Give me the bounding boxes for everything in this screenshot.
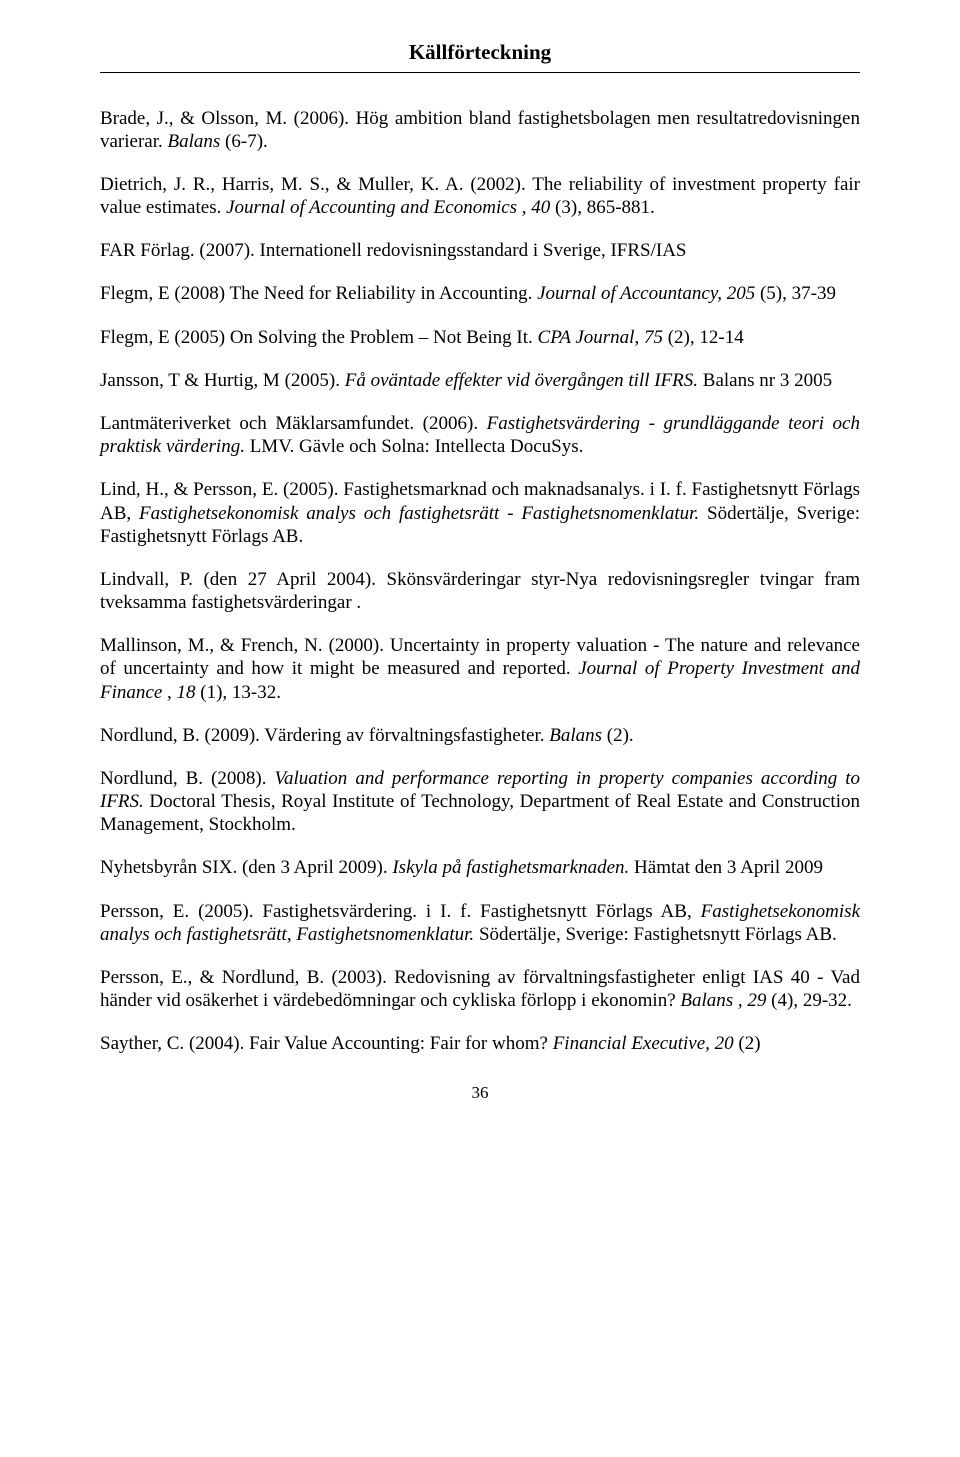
reference-entry: Nordlund, B. (2009). Värdering av förval… xyxy=(100,724,860,747)
reference-text: Financial Executive, 20 xyxy=(553,1033,739,1054)
reference-text: Lantmäteriverket och Mäklarsamfundet. (2… xyxy=(100,413,487,434)
reference-text: Södertälje, Sverige: Fastighetsnytt Förl… xyxy=(479,924,837,945)
reference-text: Sayther, C. (2004). Fair Value Accountin… xyxy=(100,1033,553,1054)
reference-text: Balans xyxy=(549,725,607,746)
reference-text: Jansson, T & Hurtig, M (2005). xyxy=(100,370,345,391)
reference-text: Journal of Accountancy, 205 xyxy=(537,283,760,304)
reference-text: Balans xyxy=(168,131,226,152)
reference-text: (3), 865-881. xyxy=(555,197,655,218)
reference-text: Nyhetsbyrån SIX. (den 3 April 2009). xyxy=(100,857,392,878)
reference-text: Journal of Accounting and Economics , 40 xyxy=(226,197,555,218)
reference-entry: Flegm, E (2005) On Solving the Problem –… xyxy=(100,326,860,349)
reference-text: (6-7). xyxy=(225,131,268,152)
reference-text: FAR Förlag. (2007). Internationell redov… xyxy=(100,240,686,261)
reference-entry: Nordlund, B. (2008). Valuation and perfo… xyxy=(100,767,860,837)
reference-text: Balans nr 3 2005 xyxy=(703,370,832,391)
page-number: 36 xyxy=(100,1083,860,1104)
reference-text: Persson, E. (2005). Fastighetsvärdering.… xyxy=(100,901,701,922)
reference-text: Få oväntade effekter vid övergången till… xyxy=(345,370,703,391)
reference-text: Lindvall, P. (den 27 April 2004). Skönsv… xyxy=(100,569,860,613)
page-container: Källförteckning Brade, J., & Olsson, M. … xyxy=(0,0,960,1144)
reference-entry: Flegm, E (2008) The Need for Reliability… xyxy=(100,282,860,305)
reference-entry: Lantmäteriverket och Mäklarsamfundet. (2… xyxy=(100,412,860,458)
reference-entry: Dietrich, J. R., Harris, M. S., & Muller… xyxy=(100,173,860,219)
reference-text: Iskyla på fastighetsmarknaden. xyxy=(392,857,634,878)
reference-entry: Jansson, T & Hurtig, M (2005). Få ovänta… xyxy=(100,369,860,392)
reference-text: LMV. Gävle och Solna: Intellecta DocuSys… xyxy=(250,436,584,457)
reference-text: (2), 12-14 xyxy=(668,327,744,348)
reference-text: Flegm, E (2008) The Need for Reliability… xyxy=(100,283,537,304)
reference-text: (2) xyxy=(738,1033,760,1054)
reference-text: CPA Journal, 75 xyxy=(538,327,668,348)
reference-text: Nordlund, B. (2008). xyxy=(100,768,274,789)
reference-text: (2). xyxy=(607,725,634,746)
reference-text: Balans , 29 xyxy=(680,990,771,1011)
reference-entry: Persson, E. (2005). Fastighetsvärdering.… xyxy=(100,900,860,946)
reference-list: Brade, J., & Olsson, M. (2006). Hög ambi… xyxy=(100,107,860,1056)
reference-entry: FAR Förlag. (2007). Internationell redov… xyxy=(100,239,860,262)
reference-text: (4), 29-32. xyxy=(771,990,852,1011)
reference-entry: Lindvall, P. (den 27 April 2004). Skönsv… xyxy=(100,568,860,614)
reference-text: Nordlund, B. (2009). Värdering av förval… xyxy=(100,725,549,746)
reference-entry: Mallinson, M., & French, N. (2000). Unce… xyxy=(100,634,860,704)
reference-text: (1), 13-32. xyxy=(200,682,281,703)
reference-text: Doctoral Thesis, Royal Institute of Tech… xyxy=(100,791,860,835)
reference-entry: Persson, E., & Nordlund, B. (2003). Redo… xyxy=(100,966,860,1012)
reference-text: (5), 37-39 xyxy=(760,283,836,304)
reference-text: Fastighetsekonomisk analys och fastighet… xyxy=(139,503,699,524)
reference-entry: Nyhetsbyrån SIX. (den 3 April 2009). Isk… xyxy=(100,856,860,879)
page-title: Källförteckning xyxy=(100,40,860,73)
reference-entry: Brade, J., & Olsson, M. (2006). Hög ambi… xyxy=(100,107,860,153)
reference-text: Hämtat den 3 April 2009 xyxy=(634,857,823,878)
reference-entry: Lind, H., & Persson, E. (2005). Fastighe… xyxy=(100,478,860,548)
reference-entry: Sayther, C. (2004). Fair Value Accountin… xyxy=(100,1032,860,1055)
reference-text: Flegm, E (2005) On Solving the Problem –… xyxy=(100,327,538,348)
